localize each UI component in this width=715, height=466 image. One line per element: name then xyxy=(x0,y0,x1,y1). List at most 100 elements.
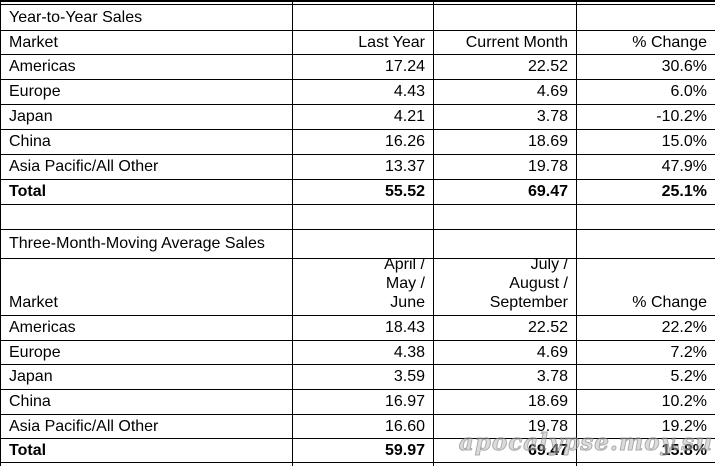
empty-cell xyxy=(1,205,293,229)
pct-change-header-cell: % Change xyxy=(632,33,707,51)
pct-change-cell: 10.2% xyxy=(661,393,707,410)
market-cell: Europe xyxy=(1,341,293,364)
pct-change-total-cell: 25.1% xyxy=(661,183,707,200)
empty-cell xyxy=(434,463,577,466)
last-year-total-cell: 55.52 xyxy=(293,180,434,204)
data-row-japan: Japan 3.59 3.78 5.2% xyxy=(1,365,715,390)
header-line: August / xyxy=(509,275,568,292)
header-line: April / xyxy=(384,259,425,273)
data-row-americas: Americas 18.43 22.52 22.2% xyxy=(1,316,715,341)
pct-change-cell: 22.2% xyxy=(661,319,707,336)
empty-cell xyxy=(577,2,715,4)
current-month-header-cell: Current Month xyxy=(434,31,577,54)
current-month-cell: 18.69 xyxy=(434,130,577,154)
last-year-cell: 13.37 xyxy=(293,155,434,179)
empty-cell xyxy=(577,230,715,258)
spacer-row-middle xyxy=(1,205,715,230)
empty-cell xyxy=(434,2,577,4)
spacer-row-top xyxy=(1,2,715,5)
apr-may-jun-total-cell: 59.97 xyxy=(293,439,434,462)
pct-change-cell: 5.2% xyxy=(670,368,707,385)
header-line: July / xyxy=(530,259,568,273)
total-label-cell: Total xyxy=(1,439,293,462)
empty-cell xyxy=(577,205,715,229)
jul-aug-sep-total-cell: 69.47 xyxy=(434,439,577,462)
total-row: Total 59.97 69.47 15.8% xyxy=(1,439,715,463)
last-year-header-cell: Last Year xyxy=(293,31,434,54)
pct-change-cell: 7.2% xyxy=(670,343,707,361)
empty-cell xyxy=(434,5,577,30)
market-cell: Asia Pacific/All Other xyxy=(1,155,293,179)
market-cell: Europe xyxy=(1,80,293,104)
market-header-cell: Market xyxy=(1,31,293,54)
total-label-cell: Total xyxy=(1,180,293,204)
last-year-cell: 16.26 xyxy=(293,130,434,154)
apr-may-jun-header-cell: April / May / June xyxy=(293,259,434,315)
empty-cell xyxy=(1,463,293,466)
current-month-cell: 22.52 xyxy=(434,55,577,79)
pct-change-total-cell: 15.8% xyxy=(661,441,707,459)
jul-aug-sep-cell: 4.69 xyxy=(434,341,577,364)
spacer-row-bottom xyxy=(1,463,715,466)
pct-change-cell: -10.2% xyxy=(656,108,707,125)
header-line: September xyxy=(489,294,568,311)
data-row-europe: Europe 4.43 4.69 6.0% xyxy=(1,80,715,105)
column-header-row-tall: Market April / May / June July / August … xyxy=(1,259,715,316)
current-month-cell: 19.78 xyxy=(434,155,577,179)
market-cell: Americas xyxy=(1,55,293,79)
empty-cell xyxy=(293,5,434,30)
section-title: Three-Month-Moving Average Sales xyxy=(1,230,293,258)
pct-change-cell: 19.2% xyxy=(661,417,707,435)
market-cell: Japan xyxy=(1,105,293,129)
section-title: Year-to-Year Sales xyxy=(1,5,293,30)
column-header-row: Market Last Year Current Month % Change xyxy=(1,31,715,55)
section-title-row-three-month: Three-Month-Moving Average Sales xyxy=(1,230,715,259)
apr-may-jun-cell: 4.38 xyxy=(293,341,434,364)
current-month-cell: 4.69 xyxy=(434,80,577,104)
empty-cell xyxy=(434,205,577,229)
pct-change-cell: 30.6% xyxy=(661,58,707,75)
data-row-asia-pacific: Asia Pacific/All Other 13.37 19.78 47.9% xyxy=(1,155,715,180)
apr-may-jun-cell: 16.60 xyxy=(293,415,434,438)
market-cell: Asia Pacific/All Other xyxy=(1,415,293,438)
market-header-cell: Market xyxy=(1,259,293,315)
jul-aug-sep-cell: 19.78 xyxy=(434,415,577,438)
jul-aug-sep-cell: 22.52 xyxy=(434,316,577,340)
current-month-cell: 3.78 xyxy=(434,105,577,129)
data-row-china: China 16.97 18.69 10.2% xyxy=(1,390,715,415)
header-line: May / xyxy=(385,275,425,292)
data-row-china: China 16.26 18.69 15.0% xyxy=(1,130,715,155)
empty-cell xyxy=(293,205,434,229)
jul-aug-sep-cell: 18.69 xyxy=(434,390,577,414)
apr-may-jun-cell: 3.59 xyxy=(293,365,434,389)
pct-change-cell: 47.9% xyxy=(661,158,707,175)
total-row: Total 55.52 69.47 25.1% xyxy=(1,180,715,205)
pct-change-cell: 15.0% xyxy=(661,133,707,150)
section-title-row-year-to-year: Year-to-Year Sales xyxy=(1,5,715,31)
apr-may-jun-cell: 16.97 xyxy=(293,390,434,414)
last-year-cell: 17.24 xyxy=(293,55,434,79)
data-row-americas: Americas 17.24 22.52 30.6% xyxy=(1,55,715,80)
last-year-cell: 4.43 xyxy=(293,80,434,104)
data-row-europe: Europe 4.38 4.69 7.2% xyxy=(1,341,715,365)
header-line: June xyxy=(390,294,425,311)
jul-aug-sep-header-cell: July / August / September xyxy=(434,259,577,315)
market-cell: Americas xyxy=(1,316,293,340)
jul-aug-sep-cell: 3.78 xyxy=(434,365,577,389)
empty-cell xyxy=(434,230,577,258)
market-cell: China xyxy=(1,390,293,414)
market-cell: China xyxy=(1,130,293,154)
pct-change-cell: 6.0% xyxy=(670,83,707,100)
empty-cell xyxy=(293,230,434,258)
empty-cell xyxy=(1,2,293,4)
apr-may-jun-cell: 18.43 xyxy=(293,316,434,340)
empty-cell xyxy=(293,463,434,466)
data-row-japan: Japan 4.21 3.78 -10.2% xyxy=(1,105,715,130)
last-year-cell: 4.21 xyxy=(293,105,434,129)
empty-cell xyxy=(293,2,434,4)
data-row-asia-pacific: Asia Pacific/All Other 16.60 19.78 19.2% xyxy=(1,415,715,439)
pct-change-header-cell: % Change xyxy=(632,294,707,311)
market-cell: Japan xyxy=(1,365,293,389)
current-month-total-cell: 69.47 xyxy=(434,180,577,204)
